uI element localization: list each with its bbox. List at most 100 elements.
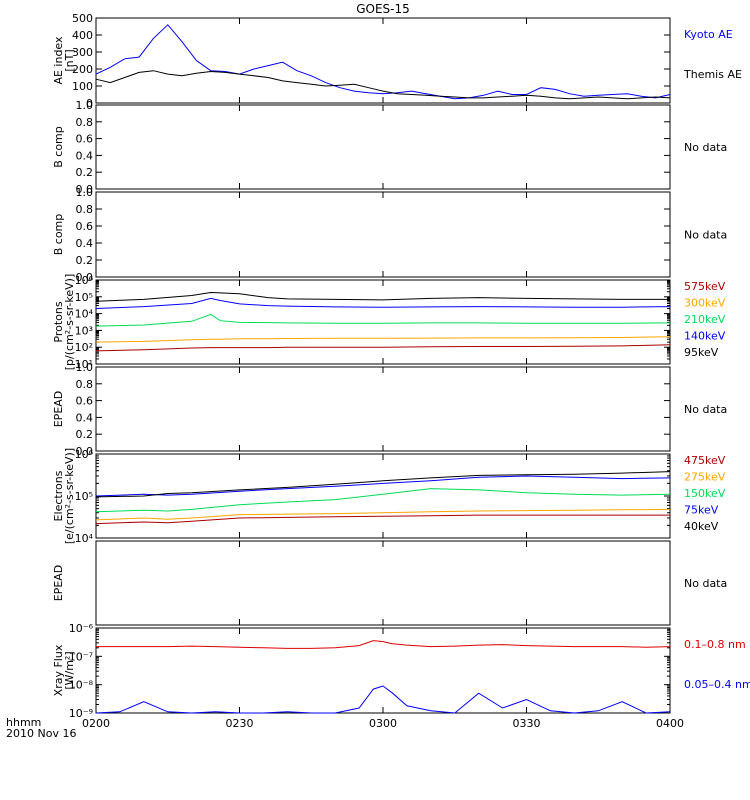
x-tick-label: 0230 bbox=[226, 717, 254, 730]
y-tick-label: 0.4 bbox=[76, 411, 94, 424]
legend-40kev: 40keV bbox=[684, 520, 719, 533]
x-tick-label: 0300 bbox=[369, 717, 397, 730]
panel-frame bbox=[95, 366, 671, 452]
series-line-0-1-0-8-nm bbox=[96, 640, 671, 649]
y-tick-label: 200 bbox=[72, 63, 93, 76]
legend-0-05-0-4-nm: 0.05–0.4 nm bbox=[684, 678, 750, 691]
y-tick-label: 1.0 bbox=[76, 99, 94, 112]
panel-7: EPEAD No data bbox=[52, 540, 727, 626]
y-tick-label: 0.0 bbox=[76, 183, 94, 196]
y-tick-label: 100 bbox=[72, 80, 93, 93]
legend-0-1-0-8-nm: 0.1–0.8 nm bbox=[684, 638, 746, 651]
y-tick-label: 1.0 bbox=[76, 361, 94, 374]
y-tick-label: 0.8 bbox=[76, 203, 94, 216]
y-tick-label: 0.4 bbox=[76, 237, 94, 250]
panel-frame bbox=[95, 17, 671, 104]
plot-title: GOES-15 bbox=[356, 2, 410, 16]
y-axis-unit: [W/m²] bbox=[63, 651, 76, 689]
y-tick-label: 0.6 bbox=[76, 133, 94, 146]
y-axis-unit: [nT] bbox=[63, 49, 76, 71]
y-tick-label: 10⁻⁷ bbox=[69, 650, 93, 663]
y-tick-label: 1.0 bbox=[76, 186, 94, 199]
no-data-label: No data bbox=[684, 403, 727, 416]
y-axis-unit: [e/(cm²-s-sr-keV)] bbox=[63, 448, 76, 544]
series-line-themis-ae bbox=[95, 70, 671, 100]
panel-8: 10⁻⁹ 10⁻⁸ 10⁻⁷ 10⁻⁶ Xray Flux[W/m²] 0.1–0.8 n… bbox=[52, 622, 750, 720]
y-axis-label: Xray Flux bbox=[52, 644, 65, 696]
y-axis-label: AE index bbox=[52, 36, 65, 85]
legend-140kev: 140keV bbox=[684, 330, 726, 343]
legend-75kev: 75keV bbox=[684, 504, 719, 517]
legend-themis-ae: Themis AE bbox=[683, 68, 742, 81]
y-tick-label: 10⁶ bbox=[75, 448, 94, 461]
y-tick-label: 0.2 bbox=[76, 254, 94, 267]
no-data-label: No data bbox=[684, 229, 727, 242]
panel-5: 0.0 0.2 0.4 0.6 0.8 1.0 EPEAD No data bbox=[52, 361, 727, 458]
date-label: 2010 Nov 16 bbox=[6, 727, 76, 740]
legend-150kev: 150keV bbox=[684, 487, 726, 500]
y-axis-label: Electrons bbox=[52, 470, 65, 521]
y-axis-label: EPEAD bbox=[52, 391, 65, 428]
y-tick-label: 10⁻⁸ bbox=[69, 679, 94, 692]
y-tick-label: 10³ bbox=[75, 324, 93, 337]
panel-3: 0.0 0.2 0.4 0.6 0.8 1.0 B comp No data bbox=[52, 186, 727, 284]
y-tick-label: 10¹ bbox=[75, 358, 93, 371]
y-tick-label: 10² bbox=[75, 341, 93, 354]
y-axis-label: B comp bbox=[52, 126, 65, 168]
series-line-210kev bbox=[95, 313, 671, 327]
series-line-150kev bbox=[95, 488, 671, 513]
y-tick-label: 0.4 bbox=[76, 149, 94, 162]
legend-210kev: 210keV bbox=[684, 313, 726, 326]
y-tick-label: 400 bbox=[72, 29, 93, 42]
y-tick-label: 10⁻⁹ bbox=[69, 707, 93, 720]
legend-275kev: 275keV bbox=[684, 471, 726, 484]
time-axis-label: hhmm bbox=[6, 716, 41, 729]
y-tick-label: 10⁻⁶ bbox=[69, 622, 94, 635]
y-tick-label: 300 bbox=[72, 46, 93, 59]
y-tick-label: 0.2 bbox=[76, 428, 94, 441]
no-data-label: No data bbox=[684, 141, 727, 154]
panel-6: 10⁴ 10⁵ 10⁶ Electrons[e/(cm²-s-sr-keV)] 475k… bbox=[52, 448, 726, 545]
y-tick-label: 0.6 bbox=[76, 220, 94, 233]
legend-475kev: 475keV bbox=[684, 454, 726, 467]
panel-2: 0.0 0.2 0.4 0.6 0.8 1.0 B comp No data bbox=[52, 99, 727, 196]
y-tick-label: 0 bbox=[86, 97, 93, 110]
series-line-275kev bbox=[95, 508, 671, 521]
no-data-label: No data bbox=[684, 577, 727, 590]
series-line-0-05-0-4-nm bbox=[95, 685, 671, 714]
y-tick-label: 10⁴ bbox=[75, 308, 94, 321]
y-axis-unit: [p/(cm²-s-sr-keV)] bbox=[63, 274, 76, 371]
legend-95kev: 95keV bbox=[684, 346, 719, 359]
y-axis-label: EPEAD bbox=[52, 565, 65, 602]
y-tick-label: 10⁵ bbox=[75, 291, 93, 304]
panel-frame bbox=[95, 540, 671, 626]
series-line-40kev bbox=[95, 471, 671, 498]
x-tick-label: 0400 bbox=[656, 717, 684, 730]
series-line-140kev bbox=[95, 297, 671, 309]
y-tick-label: 0.0 bbox=[76, 271, 94, 284]
series-line-575kev bbox=[95, 344, 671, 352]
y-tick-label: 10⁶ bbox=[75, 274, 94, 287]
panel-frame bbox=[95, 104, 671, 190]
y-tick-label: 0.6 bbox=[76, 395, 94, 408]
x-tick-label: 0330 bbox=[513, 717, 541, 730]
y-tick-label: 10⁴ bbox=[75, 532, 94, 545]
series-line-475kev bbox=[95, 514, 670, 525]
y-tick-label: 0.8 bbox=[76, 378, 94, 391]
panel-4: 10¹ 10² 10³ 10⁴ 10⁵ 10⁶ Protons[p/(cm²-s-sr-ke… bbox=[52, 274, 726, 371]
y-tick-label: 0.8 bbox=[76, 116, 94, 129]
series-line-kyoto-ae bbox=[95, 24, 671, 100]
y-axis-label: Protons bbox=[52, 301, 65, 342]
y-tick-label: 0.2 bbox=[76, 166, 94, 179]
x-tick-label: 0200 bbox=[82, 717, 110, 730]
series-line-300kev bbox=[95, 336, 671, 343]
y-tick-label: 10⁵ bbox=[75, 490, 93, 503]
legend-300kev: 300keV bbox=[684, 297, 726, 310]
y-axis-label: B comp bbox=[52, 214, 65, 256]
y-tick-label: 500 bbox=[72, 12, 93, 25]
legend-575kev: 575keV bbox=[684, 280, 726, 293]
series-line-95kev bbox=[95, 291, 670, 302]
legend-kyoto-ae: Kyoto AE bbox=[684, 28, 733, 41]
panel-frame bbox=[95, 453, 671, 539]
